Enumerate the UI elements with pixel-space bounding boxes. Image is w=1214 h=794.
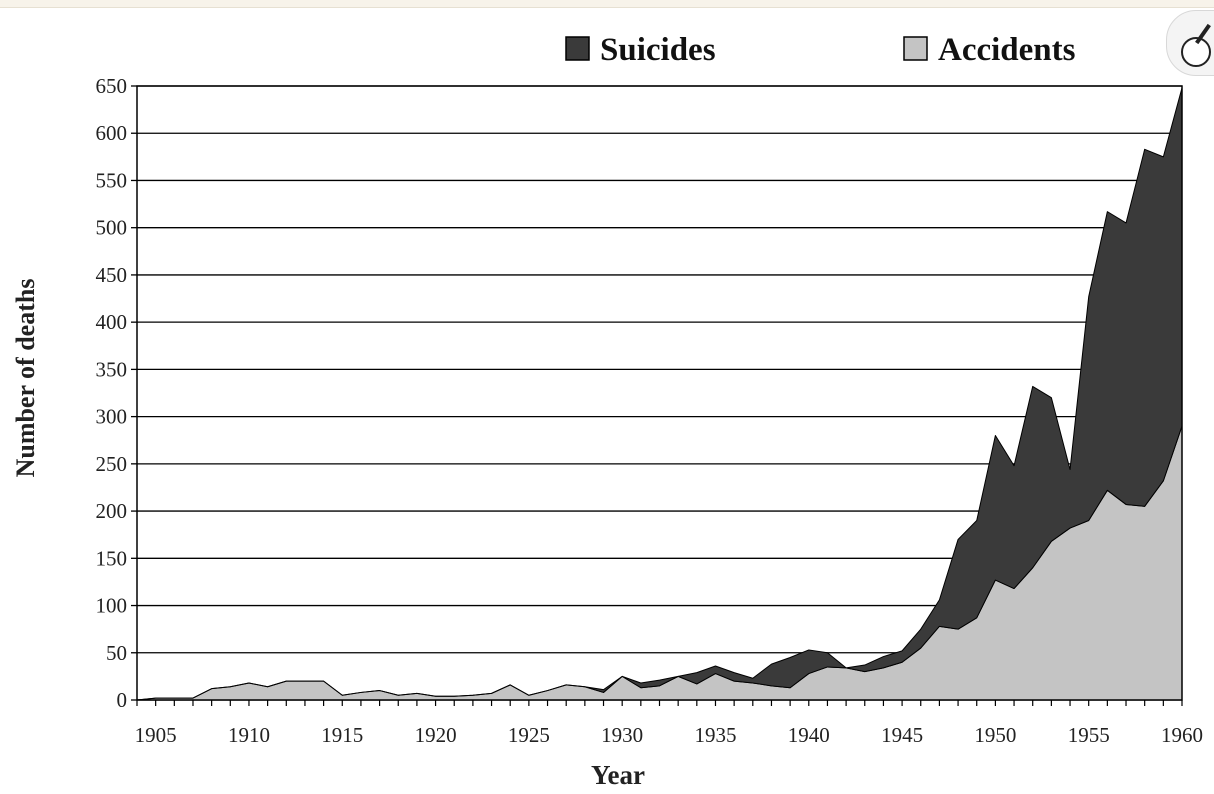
x-tick-label: 1950 [974, 723, 1016, 747]
top-bar [0, 0, 1214, 8]
x-tick-label: 1935 [694, 723, 736, 747]
y-tick-label: 250 [96, 452, 128, 476]
y-tick-label: 50 [106, 641, 127, 665]
y-tick-label: 350 [96, 357, 128, 381]
legend-label-suicides: Suicides [600, 32, 716, 68]
x-tick-label: 1930 [601, 723, 643, 747]
y-tick-label: 400 [96, 310, 128, 334]
zoom-widget[interactable] [1166, 10, 1214, 76]
axes: 0 50 100 150 200 250 300 350 400 450 500 550 600 650 1… [96, 74, 1204, 747]
x-tick-label: 1940 [788, 723, 830, 747]
x-tick-label: 1910 [228, 723, 270, 747]
y-tick-label: 0 [117, 688, 128, 712]
y-tick-label: 500 [96, 216, 128, 240]
legend-label-accidents: Accidents [938, 32, 1076, 68]
x-tick-label: 1960 [1161, 723, 1203, 747]
x-tick-label: 1920 [415, 723, 457, 747]
x-tick-label: 1955 [1068, 723, 1110, 747]
y-tick-label: 150 [96, 546, 128, 570]
y-tick-label: 100 [96, 594, 128, 618]
x-axis-title: Year [591, 760, 645, 790]
legend-swatch-suicides [565, 36, 590, 61]
legend: Suicides Accidents [565, 32, 1076, 68]
y-tick-label: 300 [96, 405, 128, 429]
y-axis-title: Number of deaths [11, 279, 40, 478]
x-tick-label: 1905 [135, 723, 177, 747]
y-tick-label: 650 [96, 74, 128, 98]
legend-swatch-accidents [903, 36, 928, 61]
x-tick-label: 1925 [508, 723, 550, 747]
x-tick-label: 1915 [321, 723, 363, 747]
y-tick-label: 450 [96, 263, 128, 287]
x-tick-label: 1945 [881, 723, 923, 747]
area-series [136, 87, 1183, 701]
y-tick-label: 600 [96, 121, 128, 145]
y-tick-label: 200 [96, 499, 128, 523]
y-tick-label: 550 [96, 168, 128, 192]
